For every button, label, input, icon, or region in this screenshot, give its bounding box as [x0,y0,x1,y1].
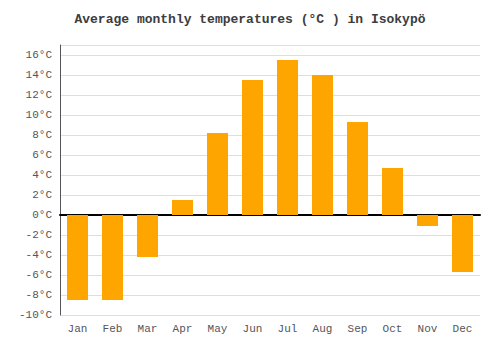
svg-text:Mar: Mar [138,323,158,335]
svg-text:-6°C: -6°C [26,269,53,281]
svg-text:Dec: Dec [453,323,473,335]
svg-text:10°C: 10°C [26,109,53,121]
svg-text:-4°C: -4°C [26,249,53,261]
svg-text:-10°C: -10°C [19,309,52,321]
svg-text:Average monthly temperatures (: Average monthly temperatures (°C ) in Is… [74,12,425,27]
svg-text:-8°C: -8°C [26,289,53,301]
svg-text:Jan: Jan [68,323,88,335]
svg-text:Oct: Oct [383,323,403,335]
svg-text:16°C: 16°C [26,49,53,61]
svg-text:2°C: 2°C [32,189,52,201]
svg-text:8°C: 8°C [32,129,52,141]
svg-text:4°C: 4°C [32,169,52,181]
svg-text:Nov: Nov [418,323,438,335]
svg-text:Apr: Apr [173,323,193,335]
svg-text:Jul: Jul [278,323,298,335]
svg-text:Feb: Feb [103,323,123,335]
svg-text:12°C: 12°C [26,89,53,101]
svg-text:0°C: 0°C [32,209,52,221]
svg-text:Jun: Jun [243,323,263,335]
svg-text:Aug: Aug [313,323,333,335]
svg-text:14°C: 14°C [26,69,53,81]
svg-text:6°C: 6°C [32,149,52,161]
svg-text:Sep: Sep [348,323,368,335]
svg-text:-2°C: -2°C [26,229,53,241]
svg-text:May: May [208,323,228,335]
